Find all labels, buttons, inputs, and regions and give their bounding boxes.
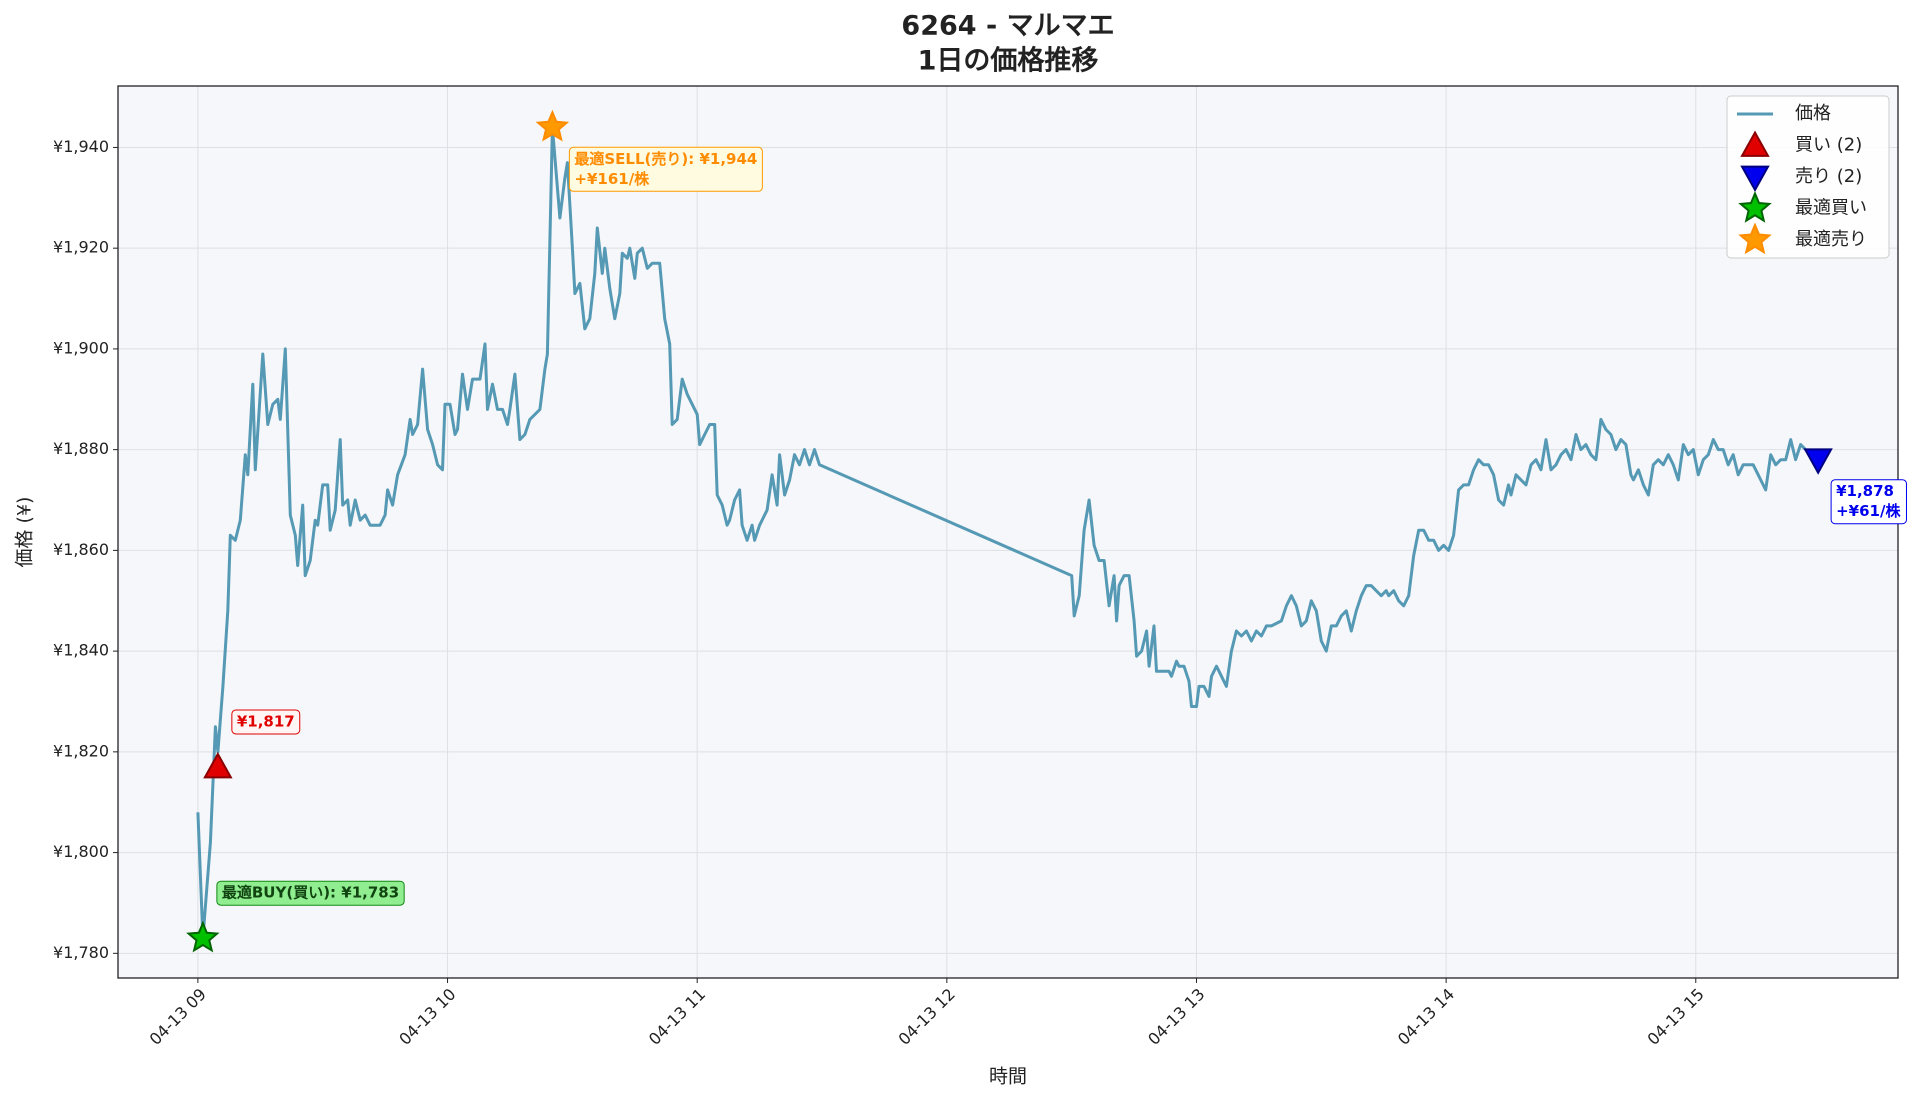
legend-label: 価格	[1795, 103, 1831, 124]
annotation-text: +¥61/株	[1836, 502, 1901, 520]
chart-title: 6264 - マルマエ	[901, 11, 1114, 42]
y-tick-label: ¥1,820	[53, 741, 109, 760]
plot-area	[118, 86, 1898, 978]
annotation: ¥1,817	[231, 709, 301, 735]
x-tick-label: 04-13 15	[1643, 985, 1707, 1049]
x-tick-label: 04-13 14	[1394, 985, 1458, 1049]
chart-subtitle: 1日の価格推移	[918, 46, 1099, 77]
price-line	[196, 125, 1807, 940]
y-axis-label: 価格 (¥)	[14, 497, 36, 568]
annotation-text: +¥161/株	[574, 170, 650, 188]
annotation-box	[231, 709, 301, 735]
annotation-box	[568, 146, 763, 192]
annotation-text: 最適SELL(売り): ¥1,944	[574, 150, 757, 168]
legend-label: 買い (2)	[1795, 135, 1862, 156]
marker-star	[535, 109, 570, 142]
legend-marker	[1740, 165, 1770, 193]
annotation: 最適SELL(売り): ¥1,944 +¥161/株	[568, 146, 763, 192]
legend-box	[1726, 95, 1890, 259]
annotation-text: ¥1,878	[1836, 482, 1894, 500]
y-tick-label: ¥1,900	[53, 338, 109, 357]
annotation-box	[216, 880, 405, 906]
y-tick-label: ¥1,860	[53, 540, 109, 559]
x-tick-label: 04-13 13	[1144, 985, 1208, 1049]
x-tick-label: 04-13 12	[895, 985, 959, 1049]
annotation: ¥1,878 +¥61/株	[1830, 479, 1907, 525]
marker-triangle-up	[203, 751, 233, 779]
y-tick-label: ¥1,800	[53, 842, 109, 861]
marker-star	[186, 920, 220, 953]
x-tick-label: 04-13 10	[395, 985, 459, 1049]
y-tick-label: ¥1,920	[53, 238, 109, 257]
legend-label: 最適売り	[1795, 229, 1867, 250]
plot-frame	[117, 85, 1899, 979]
y-tick-label: ¥1,780	[53, 943, 109, 962]
x-tick-label: 04-13 11	[645, 985, 709, 1049]
annotation-box	[1830, 479, 1907, 525]
y-tick-label: ¥1,880	[53, 439, 109, 458]
annotation-text: ¥1,817	[237, 712, 295, 730]
legend-label: 売り (2)	[1795, 166, 1862, 187]
annotation: 最適BUY(買い): ¥1,783	[216, 880, 405, 906]
x-tick-label: 04-13 09	[146, 985, 210, 1049]
legend-marker	[1740, 130, 1770, 157]
legend-marker	[1738, 190, 1772, 223]
annotation-text: 最適BUY(買い): ¥1,783	[222, 884, 399, 902]
legend-label: 最適買い	[1795, 198, 1867, 219]
marker-triangle-down	[1803, 448, 1833, 475]
x-axis-label: 時間	[989, 1066, 1027, 1088]
y-tick-label: ¥1,840	[53, 641, 109, 660]
y-tick-label: ¥1,940	[53, 137, 109, 156]
legend-marker	[1738, 222, 1772, 255]
